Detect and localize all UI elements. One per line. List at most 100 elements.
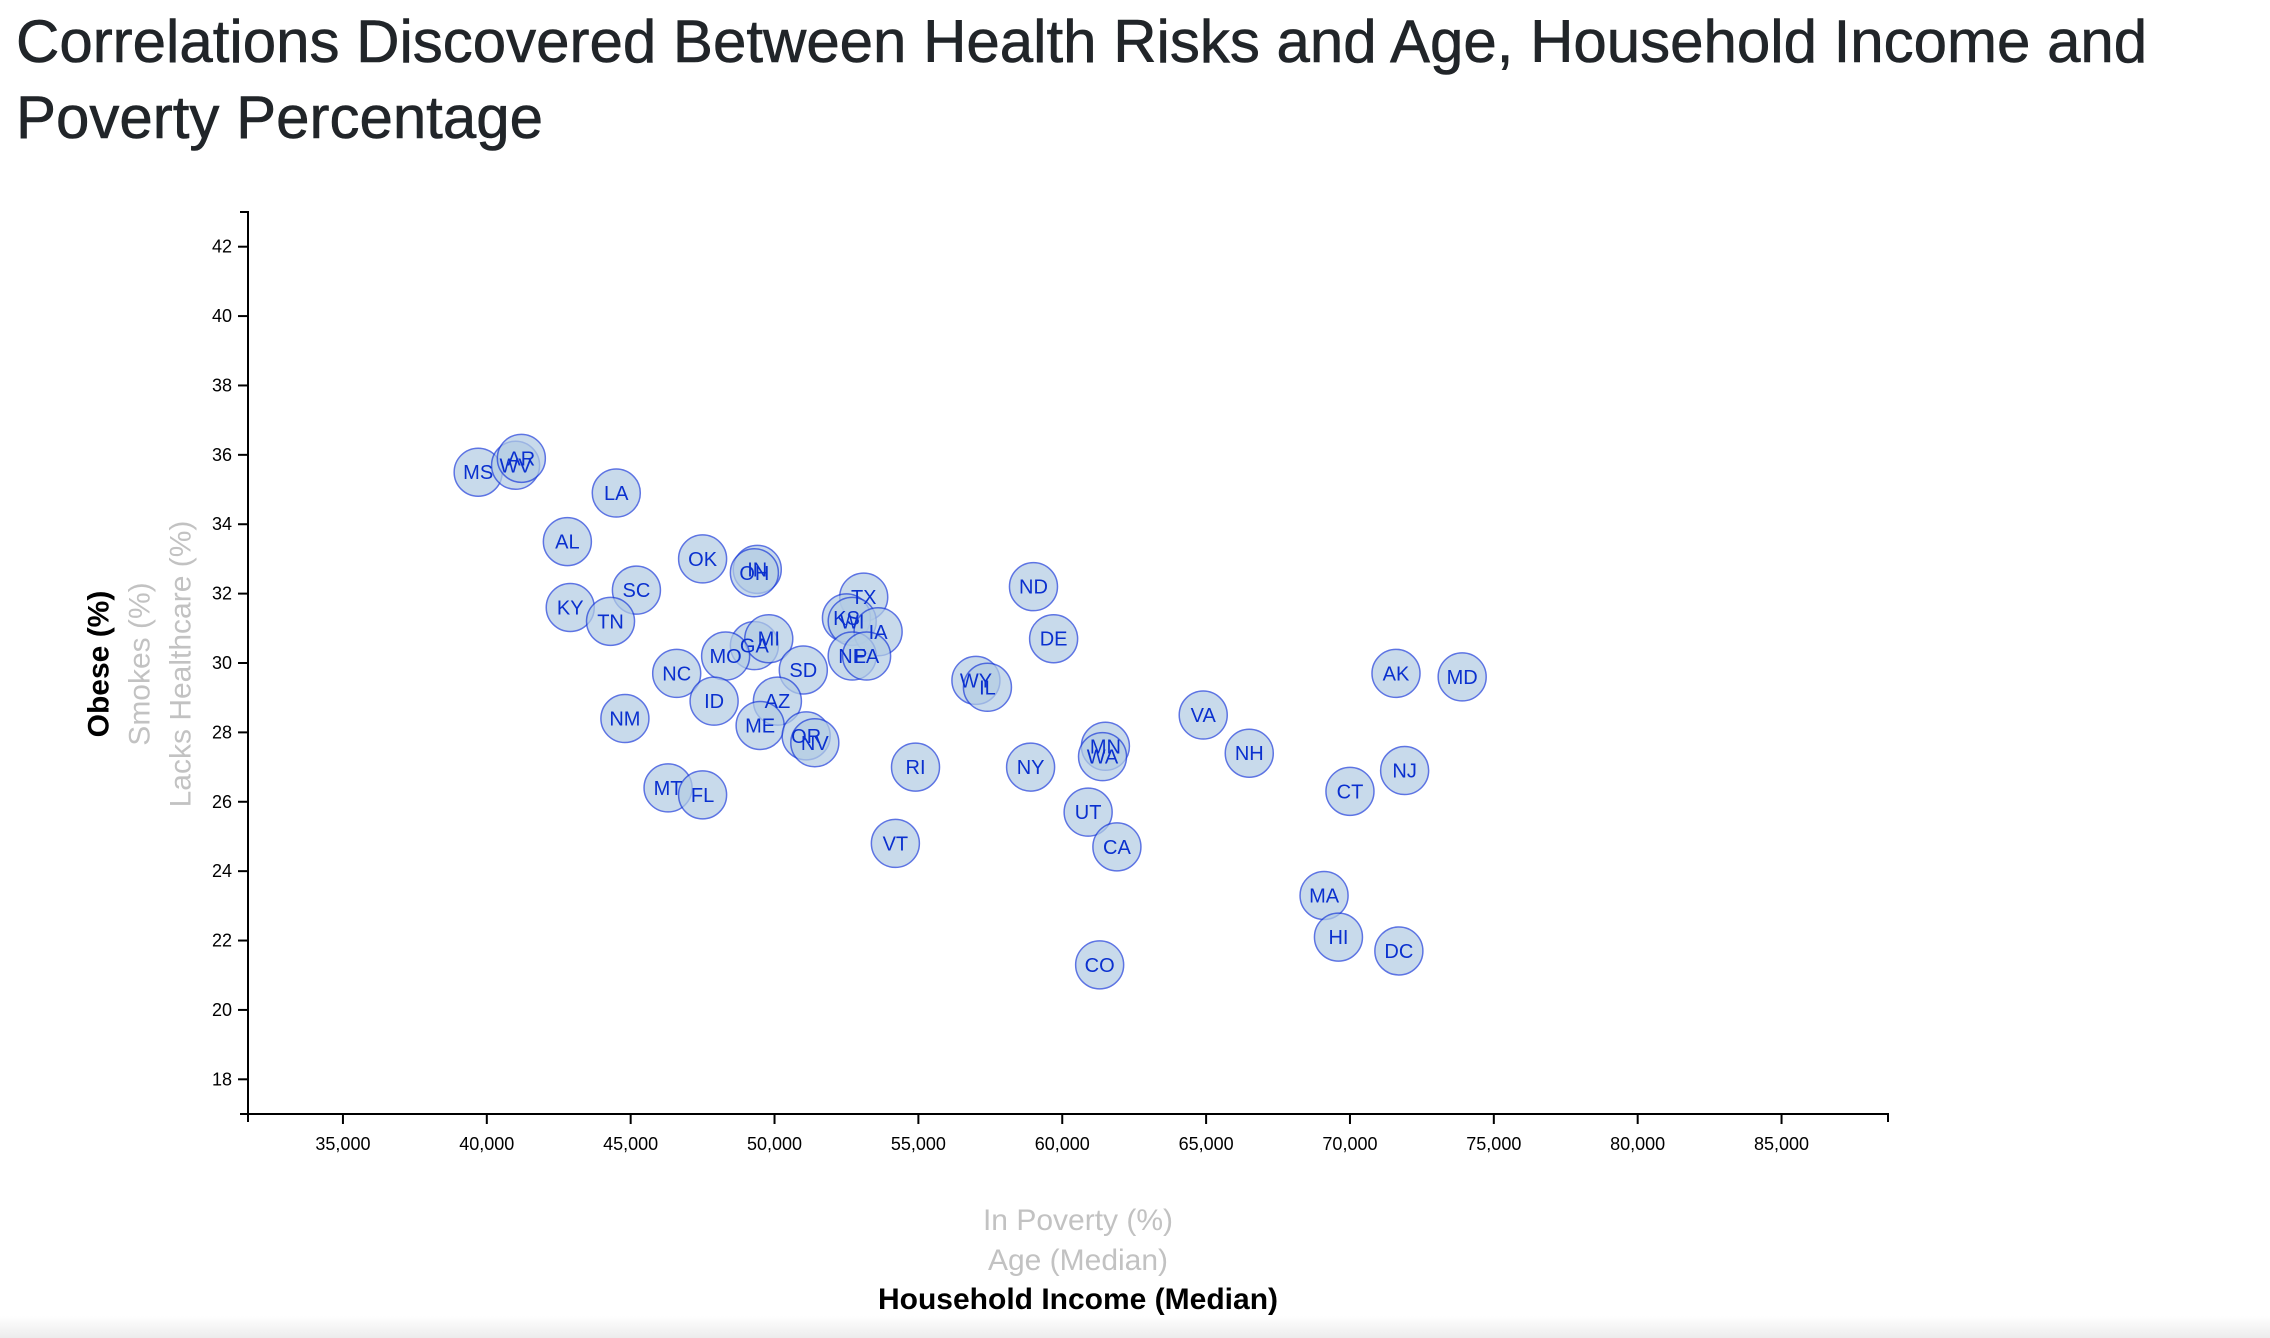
state-marker-ca[interactable] [1092, 822, 1142, 872]
state-marker-ct[interactable] [1325, 766, 1375, 817]
state-label-ak: AK [1383, 663, 1410, 685]
state-marker-nd[interactable] [1008, 561, 1059, 612]
state-label-la: LA [604, 483, 629, 505]
y-tick-label: 18 [212, 1069, 232, 1089]
state-label-id: ID [704, 691, 724, 713]
x-tick-label: 40,000 [459, 1134, 514, 1154]
state-label-al: AL [555, 532, 579, 554]
y-tick-label: 42 [212, 237, 232, 257]
y-tick-label: 36 [212, 445, 232, 465]
state-marker-fl[interactable] [677, 770, 728, 820]
state-marker-vt[interactable] [870, 818, 921, 869]
y-axis: 18 20 22 24 26 28 30 32 34 36 38 40 42 [212, 211, 249, 1115]
x-tick-label: 50,000 [747, 1134, 802, 1154]
y-axis-title-2[interactable]: Lacks Healthcare (%) [165, 521, 198, 808]
x-axis-title-0[interactable]: In Poverty (%) [983, 1204, 1173, 1237]
state-label-wi: WI [840, 611, 864, 633]
state-label-me: ME [745, 715, 775, 737]
state-marker-id[interactable] [689, 676, 739, 726]
state-marker-mi[interactable] [744, 613, 794, 664]
bottom-shade [0, 1316, 2270, 1338]
y-axis-title-1[interactable]: Smokes (%) [124, 582, 157, 745]
state-label-mo: MO [710, 646, 742, 668]
state-label-mi: MI [758, 629, 780, 651]
state-label-tn: TN [597, 611, 624, 633]
state-marker-de[interactable] [1028, 613, 1079, 664]
state-label-il: IL [979, 677, 996, 699]
state-label-ne: NE [838, 646, 866, 668]
state-label-ky: KY [557, 597, 584, 619]
state-marker-nc[interactable] [651, 648, 702, 699]
state-label-ks: KS [833, 608, 860, 630]
state-label-nh: NH [1235, 743, 1264, 765]
y-tick-label: 38 [212, 375, 232, 395]
y-tick-label: 34 [212, 514, 232, 534]
state-label-dc: DC [1384, 941, 1413, 963]
x-tick-label: 35,000 [315, 1134, 370, 1154]
state-label-nd: ND [1019, 577, 1048, 599]
state-label-or: OR [791, 726, 821, 748]
state-label-md: MD [1447, 667, 1478, 689]
y-axis-title-0[interactable]: Obese (%) [83, 591, 116, 738]
state-label-ct: CT [1337, 781, 1364, 803]
x-axis: 35,000 40,000 45,000 50,000 55,000 60,000 65,0… [247, 1113, 1889, 1154]
state-marker-dc[interactable] [1374, 926, 1424, 976]
state-label-fl: FL [691, 785, 714, 807]
state-marker-ar[interactable] [496, 433, 547, 484]
state-marker-la[interactable] [591, 468, 642, 518]
state-label-nm: NM [609, 709, 640, 731]
x-axis-title-1[interactable]: Age (Median) [988, 1244, 1168, 1277]
state-label-nv: NV [801, 733, 829, 755]
state-label-wv: WV [499, 455, 532, 477]
y-tick-label: 24 [212, 861, 232, 881]
x-tick-label: 85,000 [1754, 1134, 1809, 1154]
state-label-sc: SC [623, 580, 651, 602]
state-label-ri: RI [906, 757, 926, 779]
state-label-pa: PA [854, 646, 880, 668]
y-tick-label: 30 [212, 653, 232, 673]
x-axis-line [247, 1113, 1889, 1122]
page-title: Correlations Discovered Between Health R… [16, 8, 2148, 152]
state-marker-ut[interactable] [1063, 787, 1113, 837]
x-tick-label: 70,000 [1322, 1134, 1377, 1154]
state-label-sd: SD [789, 660, 817, 682]
state-label-wy: WY [960, 670, 992, 692]
state-marker-nv[interactable] [790, 718, 840, 768]
state-marker-il[interactable] [962, 662, 1013, 713]
state-marker-al[interactable] [542, 516, 593, 567]
state-marker-nj[interactable] [1379, 745, 1430, 796]
state-label-in: IN [747, 559, 767, 581]
x-axis-title-2[interactable]: Household Income (Median) [878, 1283, 1278, 1316]
state-marker-tn[interactable] [585, 596, 636, 647]
state-label-ny: NY [1017, 757, 1045, 779]
state-marker-ri[interactable] [890, 742, 941, 792]
state-label-hi: HI [1328, 927, 1348, 949]
state-marker-oh[interactable] [729, 548, 780, 598]
state-marker-wa[interactable] [1077, 731, 1128, 782]
state-marker-hi[interactable] [1313, 912, 1364, 962]
x-tick-label: 80,000 [1610, 1134, 1665, 1154]
state-label-ok: OK [688, 549, 718, 571]
state-marker-va[interactable] [1178, 690, 1228, 740]
state-label-ms: MS [463, 462, 493, 484]
y-tick-label: 26 [212, 792, 232, 812]
state-label-ar: AR [507, 448, 535, 470]
state-label-va: VA [1191, 705, 1217, 727]
state-marker-ok[interactable] [677, 534, 728, 584]
state-marker-ak[interactable] [1371, 648, 1421, 699]
state-marker-pa[interactable] [841, 631, 892, 681]
state-label-az: AZ [765, 691, 791, 713]
state-label-ia: IA [869, 622, 889, 644]
state-marker-ny[interactable] [1005, 742, 1056, 792]
state-marker-nh[interactable] [1224, 728, 1275, 778]
x-tick-label: 45,000 [603, 1134, 658, 1154]
state-label-nc: NC [662, 663, 691, 685]
state-label-de: DE [1040, 629, 1068, 651]
state-marker-co[interactable] [1074, 940, 1125, 990]
state-marker-nm[interactable] [600, 693, 650, 744]
state-marker-md[interactable] [1437, 652, 1487, 702]
state-label-ca: CA [1103, 837, 1131, 859]
state-label-wa: WA [1087, 747, 1119, 769]
x-tick-label: 75,000 [1466, 1134, 1521, 1154]
